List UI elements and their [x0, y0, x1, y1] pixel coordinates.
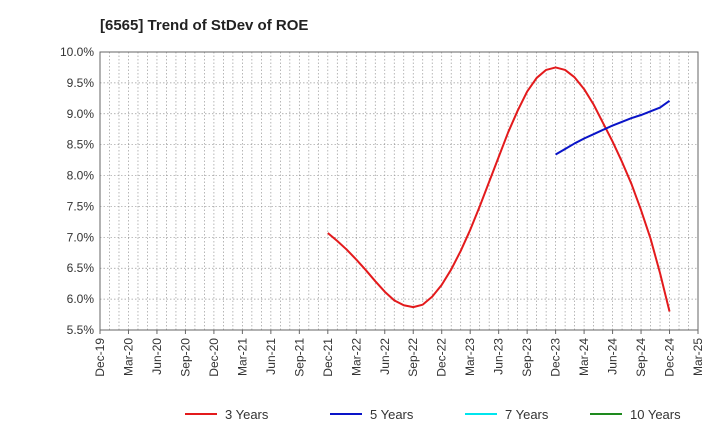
- x-tick-label: Mar-23: [463, 338, 477, 376]
- y-tick-label: 7.5%: [67, 199, 95, 213]
- x-tick-label: Dec-19: [93, 338, 107, 377]
- y-tick-label: 7.0%: [67, 230, 95, 244]
- y-tick-label: 5.5%: [67, 323, 95, 337]
- x-tick-label: Dec-21: [321, 338, 335, 377]
- y-tick-label: 6.5%: [67, 261, 95, 275]
- y-tick-label: 9.0%: [67, 107, 95, 121]
- x-tick-label: Dec-23: [549, 338, 563, 377]
- grid: [100, 51, 698, 331]
- x-tick-label: Jun-20: [150, 338, 164, 375]
- x-tick-label: Jun-23: [492, 338, 506, 375]
- x-tick-label: Sep-20: [178, 338, 192, 377]
- x-tick-label: Jun-24: [606, 338, 620, 375]
- y-tick-label: 6.0%: [67, 292, 95, 306]
- y-tick-label: 8.5%: [67, 138, 95, 152]
- y-tick-label: 10.0%: [60, 45, 94, 59]
- x-tick-label: Jun-21: [264, 338, 278, 375]
- legend: 3 Years 5 Years 7 Years 10 Years: [185, 407, 681, 422]
- x-tick-label: Sep-22: [406, 338, 420, 377]
- x-tick-label: Sep-21: [292, 338, 306, 377]
- x-tick-label: Sep-24: [634, 338, 648, 377]
- x-tick-label: Mar-20: [121, 338, 135, 376]
- series-line-5-years: [555, 99, 671, 156]
- series-lines: [327, 66, 671, 312]
- series-line-3-years: [327, 66, 671, 312]
- x-axis: Dec-19 Mar-20 Jun-20 Sep-20 Dec-20 Mar-21 Jun-…: [93, 330, 705, 377]
- legend-label: 10 Years: [630, 407, 681, 422]
- x-tick-label: Mar-25: [691, 338, 705, 376]
- x-tick-label: Mar-22: [349, 338, 363, 376]
- x-tick-label: Dec-20: [207, 338, 221, 377]
- legend-label: 5 Years: [370, 407, 414, 422]
- y-tick-label: 9.5%: [67, 76, 95, 90]
- y-tick-label: 8.0%: [67, 169, 95, 183]
- x-tick-label: Mar-24: [577, 338, 591, 376]
- x-tick-label: Dec-24: [663, 338, 677, 377]
- x-tick-label: Jun-22: [378, 338, 392, 375]
- legend-label: 3 Years: [225, 407, 269, 422]
- x-tick-label: Dec-22: [435, 338, 449, 377]
- x-tick-label: Sep-23: [520, 338, 534, 377]
- chart-title: [6565] Trend of StDev of ROE: [100, 17, 308, 34]
- y-axis: 5.5% 6.0% 6.5% 7.0% 7.5% 8.0% 8.5% 9.0% 9.5% 10.0…: [60, 45, 94, 337]
- legend-label: 7 Years: [505, 407, 549, 422]
- x-tick-label: Mar-21: [235, 338, 249, 376]
- plot-area: [99, 51, 699, 331]
